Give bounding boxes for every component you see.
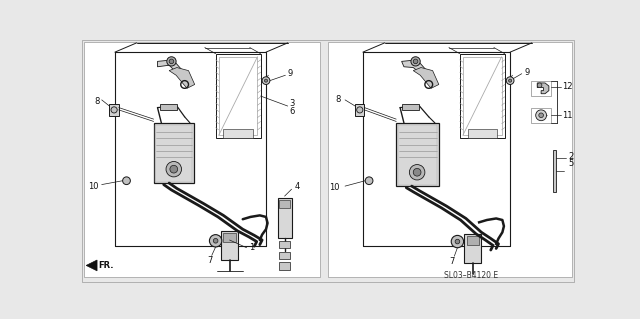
Text: 6: 6 xyxy=(289,107,294,116)
Bar xyxy=(531,108,551,123)
Polygon shape xyxy=(413,68,439,88)
Bar xyxy=(467,129,497,138)
Bar xyxy=(219,57,257,135)
Bar xyxy=(216,54,260,138)
Bar xyxy=(223,129,253,138)
Text: 2: 2 xyxy=(568,152,573,160)
Bar xyxy=(160,104,177,110)
Text: 4: 4 xyxy=(294,182,300,191)
Text: 8: 8 xyxy=(336,95,341,104)
Polygon shape xyxy=(157,60,184,77)
Bar xyxy=(278,198,292,239)
Text: FR.: FR. xyxy=(99,261,114,270)
Text: 10: 10 xyxy=(330,183,340,192)
Circle shape xyxy=(455,239,460,244)
Text: 10: 10 xyxy=(88,182,99,191)
Text: 8: 8 xyxy=(94,97,99,106)
Polygon shape xyxy=(86,260,97,271)
Bar xyxy=(223,233,236,242)
Circle shape xyxy=(411,57,420,66)
Bar xyxy=(328,42,572,277)
Text: 3: 3 xyxy=(289,99,294,108)
Text: SL03–B4120 E: SL03–B4120 E xyxy=(444,271,499,280)
Circle shape xyxy=(506,77,514,85)
Bar xyxy=(279,200,290,208)
Bar xyxy=(531,81,551,96)
Bar xyxy=(279,262,290,270)
Circle shape xyxy=(413,168,421,176)
Bar xyxy=(355,104,364,116)
Bar xyxy=(463,57,502,135)
Polygon shape xyxy=(169,68,195,88)
Circle shape xyxy=(539,113,543,118)
Polygon shape xyxy=(402,60,429,77)
Bar xyxy=(467,236,479,245)
Bar xyxy=(403,104,419,110)
Text: 7: 7 xyxy=(450,257,455,266)
Text: 9: 9 xyxy=(524,68,529,77)
Bar xyxy=(460,54,505,138)
Bar xyxy=(109,104,119,116)
Circle shape xyxy=(509,79,511,82)
Circle shape xyxy=(410,165,425,180)
Circle shape xyxy=(169,59,174,64)
Bar xyxy=(553,150,556,192)
Circle shape xyxy=(111,107,117,113)
Circle shape xyxy=(213,239,218,243)
Text: 5: 5 xyxy=(568,159,573,168)
Circle shape xyxy=(262,77,270,85)
Circle shape xyxy=(209,235,222,247)
Text: 7: 7 xyxy=(207,256,212,264)
Circle shape xyxy=(166,161,182,177)
Text: 9: 9 xyxy=(288,69,293,78)
Circle shape xyxy=(356,107,363,113)
Text: 1: 1 xyxy=(249,243,254,252)
Text: 11: 11 xyxy=(562,111,573,120)
Circle shape xyxy=(167,57,176,66)
Circle shape xyxy=(170,165,178,173)
Bar xyxy=(465,234,481,263)
Bar xyxy=(155,124,193,182)
Bar xyxy=(84,42,320,277)
Polygon shape xyxy=(537,83,549,94)
Bar xyxy=(154,123,194,183)
Circle shape xyxy=(536,110,547,121)
Circle shape xyxy=(123,177,131,185)
Bar xyxy=(279,241,290,249)
Bar xyxy=(397,124,437,185)
Circle shape xyxy=(413,59,418,64)
Circle shape xyxy=(451,235,463,248)
Circle shape xyxy=(537,83,542,87)
Bar xyxy=(279,252,290,259)
Circle shape xyxy=(264,79,268,82)
Circle shape xyxy=(365,177,373,185)
Bar xyxy=(396,123,439,186)
Bar xyxy=(221,231,238,260)
Text: 12: 12 xyxy=(562,82,573,91)
